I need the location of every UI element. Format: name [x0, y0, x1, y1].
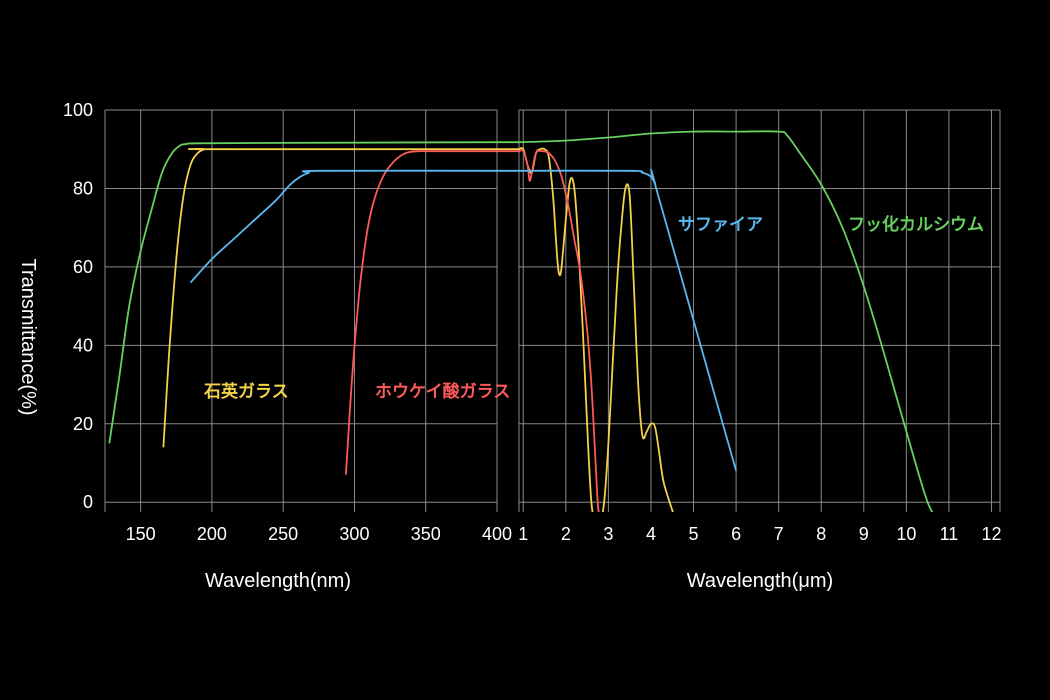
label-quartz: 石英ガラス [203, 381, 289, 402]
series-line-um [519, 147, 674, 512]
x-tick-label: 4 [646, 524, 656, 544]
x-tick-label: 2 [561, 524, 571, 544]
x-tick-label: 10 [896, 524, 916, 544]
series-line-nm [189, 169, 497, 284]
x-tick-label: 6 [731, 524, 741, 544]
x-tick-label: 5 [689, 524, 699, 544]
label-calcium-fluoride: フッ化カルシウム [848, 214, 984, 235]
y-tick-label: 80 [73, 178, 93, 198]
x-tick-label: 350 [411, 524, 441, 544]
x-tick-label: 8 [816, 524, 826, 544]
x-tick-label: 7 [774, 524, 784, 544]
y-tick-label: 100 [63, 100, 93, 120]
x-tick-label: 150 [126, 524, 156, 544]
y-tick-label: 60 [73, 257, 93, 277]
x-tick-label: 300 [339, 524, 369, 544]
x-axis-label-right: Wavelength(μm) [687, 570, 833, 592]
x-axis-label-left: Wavelength(nm) [205, 570, 351, 592]
x-tick-label: 11 [940, 524, 959, 544]
series-line-um [519, 168, 737, 472]
series-line-um [519, 149, 600, 512]
series-line-um [519, 130, 934, 512]
label-sapphire: サファイア [678, 215, 763, 235]
x-tick-label: 200 [197, 524, 227, 544]
series-line-nm [162, 148, 497, 448]
panel-connectors [496, 141, 519, 172]
x-tick-label: 9 [859, 524, 869, 544]
label-borosilicate: ホウケイ酸ガラス [375, 381, 510, 402]
right-panel: 1 2 3 4 5 6 7 8 9 10 11 12 [518, 109, 1002, 544]
x-tick-label: 12 [981, 524, 1001, 544]
y-tick-label: 0 [83, 492, 93, 512]
series-line-nm [345, 150, 497, 475]
series-line-nm [108, 141, 497, 444]
x-tick-label: 250 [268, 524, 298, 544]
x-tick-label: 3 [603, 524, 613, 544]
y-tick-label: 20 [73, 414, 93, 434]
y-tick-label: 40 [73, 335, 93, 355]
y-axis-label: Transmittance(%) [17, 258, 39, 415]
x-tick-label: 400 [482, 524, 512, 544]
left-panel: 0 20 40 60 80 100 150 200 250 300 350 400 [63, 100, 512, 544]
x-tick-label: 1 [518, 524, 528, 544]
